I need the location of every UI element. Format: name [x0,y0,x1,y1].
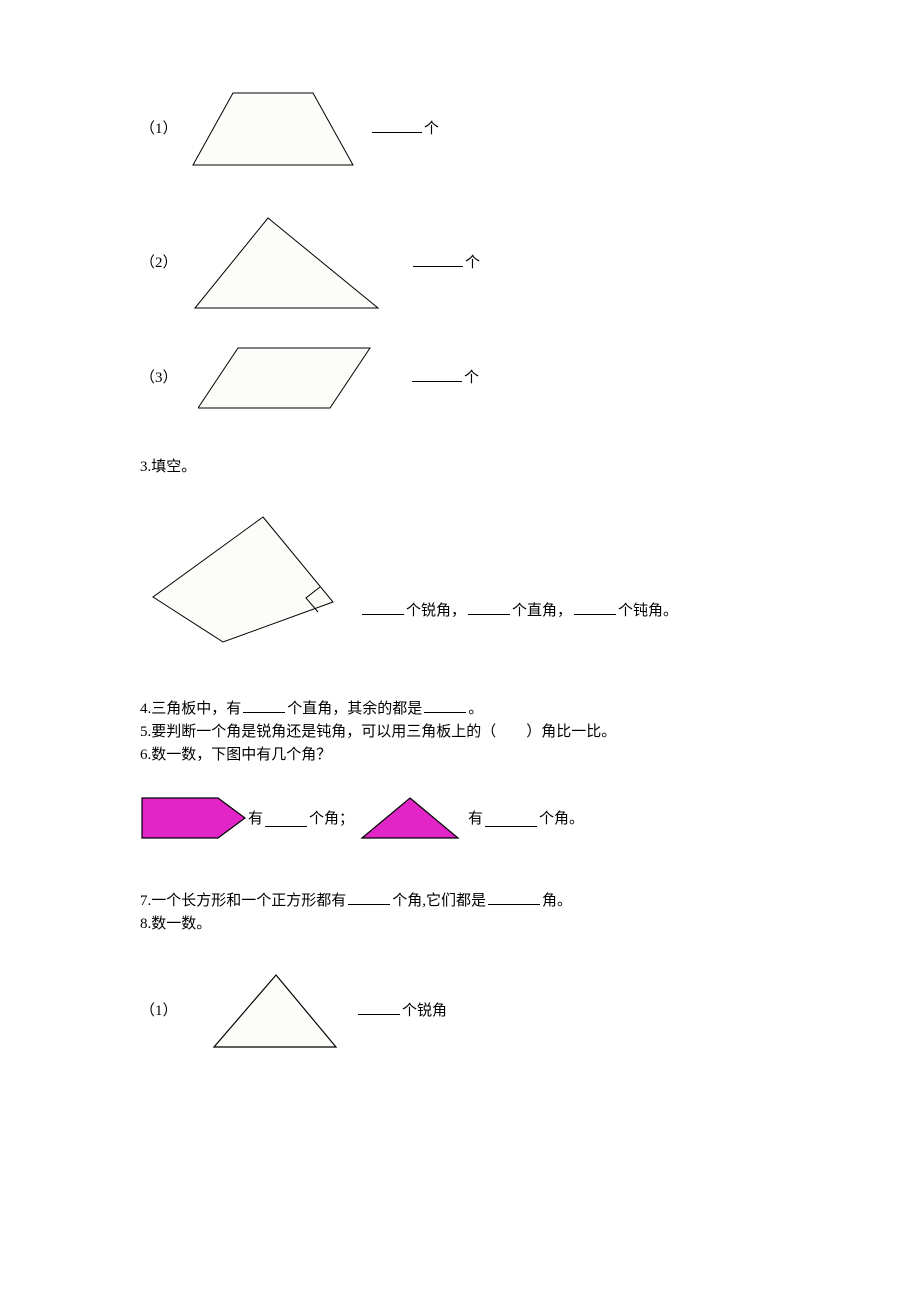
q3-content: 个锐角， 个直角， 个钝角。 [140,512,780,650]
q2-3-suffix: 个 [464,370,479,386]
q4-part3: 。 [468,701,483,717]
q2-1-suffix: 个 [424,121,439,137]
triangle-shape-q8 [206,969,344,1053]
q8-1-blank[interactable] [358,1000,400,1015]
q7-blank-1[interactable] [348,890,390,905]
q6-b-prefix: 有 [468,809,483,830]
q2-item-1: （1） 个 [140,85,780,173]
triangle-q8-poly [214,975,336,1047]
q5-text: 5.要判断一个角是锐角还是钝角，可以用三角板上的（ ）角比一比。 [140,722,780,743]
q3-blank-obtuse[interactable] [574,600,616,615]
q7-blank-2[interactable] [488,890,540,905]
q2-item-2: （2） 个 [140,213,780,313]
magenta-triangle-shape [360,796,460,842]
q2-1-blank[interactable] [372,118,422,133]
trapezoid-poly [193,93,353,165]
q8-1-suffix: 个锐角 [402,1003,447,1019]
q6-blank-b[interactable] [485,812,537,827]
rhombus-shape [198,343,378,413]
q6-a-suffix: 个角； [309,809,354,830]
q3-title: 3.填空。 [140,457,780,478]
q2-2-number: （2） [140,253,188,274]
q2-3-answer-area: 个 [410,367,479,389]
q7-text: 7.一个长方形和一个正方形都有 个角,它们都是 角。 [140,890,780,912]
q8-item-1: （1） 个锐角 [140,969,780,1053]
pentagon-poly [142,798,245,838]
pentagon-shape [140,796,248,842]
kite-poly [153,517,333,642]
rhombus-poly [198,348,370,408]
q8-1-number: （1） [140,1001,188,1022]
q3-acute-label: 个锐角， [406,603,466,619]
q4-part1: 4.三角板中，有 [140,701,241,717]
q6-b-suffix: 个角。 [539,809,584,830]
q3-blank-right[interactable] [468,600,510,615]
q7-part2: 个角,它们都是 [392,893,486,909]
q2-2-answer-area: 个 [411,252,480,274]
q6-blank-a[interactable] [265,812,307,827]
triangle-q2-poly [195,218,378,308]
q2-2-blank[interactable] [413,252,463,267]
trapezoid-shape [188,85,358,173]
q3-blank-acute[interactable] [362,600,404,615]
triangle-shape-q2 [188,213,383,313]
q2-3-number: （3） [140,368,188,389]
magenta-triangle-poly [362,798,458,838]
q6-a-prefix: 有 [248,809,263,830]
kite-shape [148,512,348,650]
q7-part3: 角。 [542,893,572,909]
q2-1-number: （1） [140,119,188,140]
q4-part2: 个直角，其余的都是 [287,701,422,717]
q4-blank-1[interactable] [243,698,285,713]
q6-content: 有 个角； 有 个角。 [140,796,780,842]
q3-answer-area: 个锐角， 个直角， 个钝角。 [360,600,678,622]
q4-blank-2[interactable] [424,698,466,713]
q3-right-label: 个直角， [512,603,572,619]
q8-title: 8.数一数。 [140,914,780,935]
q2-1-answer-area: 个 [370,118,439,140]
q3-obtuse-label: 个钝角。 [618,603,678,619]
q2-3-blank[interactable] [412,367,462,382]
q7-part1: 7.一个长方形和一个正方形都有 [140,893,346,909]
q4-text: 4.三角板中，有 个直角，其余的都是 。 [140,698,780,720]
q8-1-answer-area: 个锐角 [356,1000,447,1022]
q6-title: 6.数一数，下图中有几个角？ [140,745,780,766]
q2-item-3: （3） 个 [140,343,780,413]
q2-2-suffix: 个 [465,255,480,271]
